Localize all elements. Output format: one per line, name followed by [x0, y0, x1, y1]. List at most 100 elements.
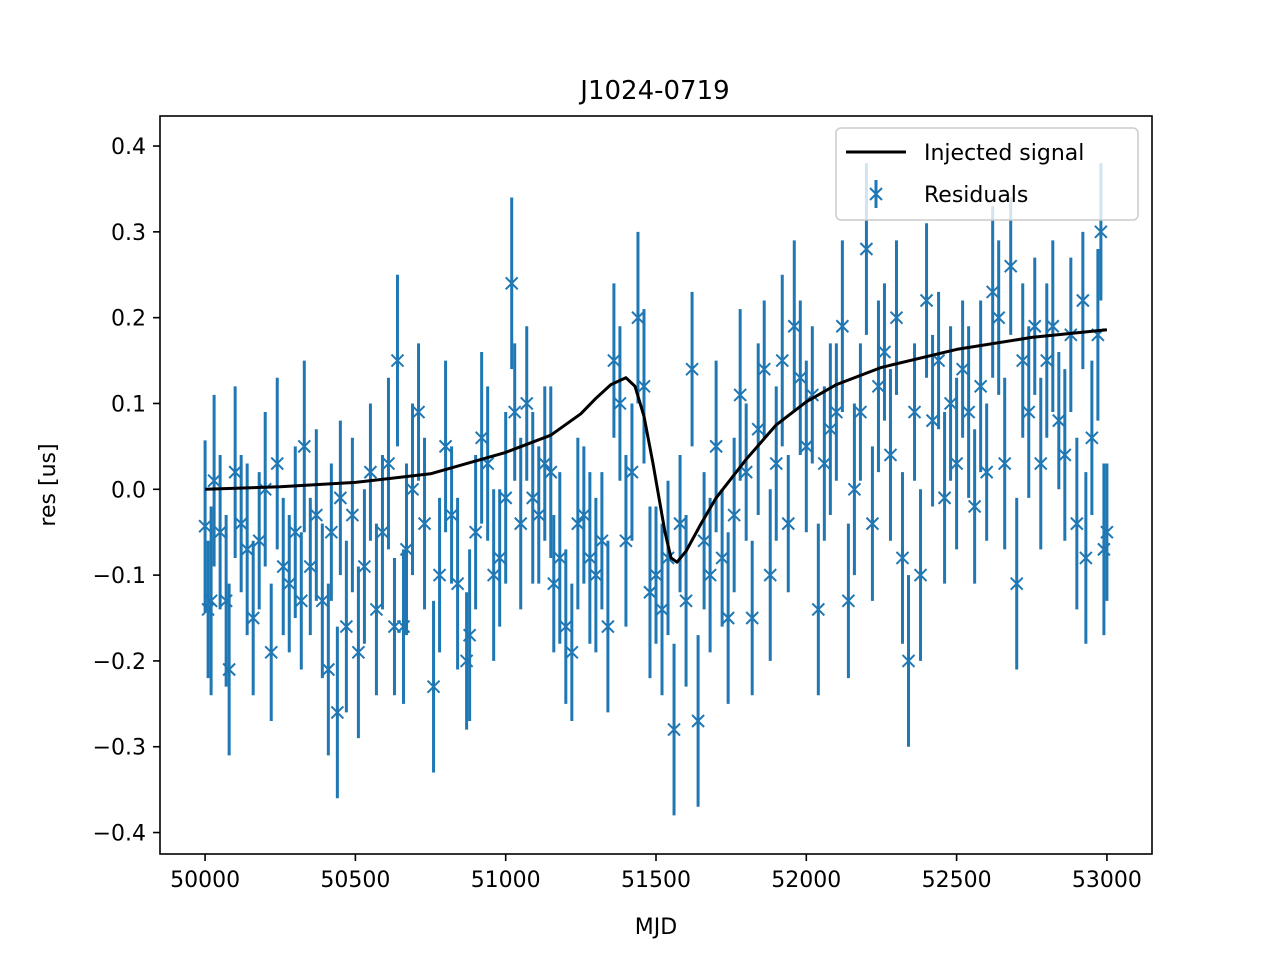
- residual-point: [601, 619, 615, 634]
- y-tick-label: 0.0: [111, 478, 146, 503]
- y-tick-label: 0.2: [111, 307, 146, 332]
- legend-residuals-label: Residuals: [924, 183, 1028, 208]
- residual-point: [763, 568, 777, 582]
- residual-point: [805, 388, 820, 402]
- residual-point: [1100, 525, 1114, 539]
- residual-point: [661, 551, 675, 565]
- residual-point: [538, 456, 552, 471]
- residual-point: [811, 602, 826, 617]
- residual-point: [228, 465, 242, 479]
- residual-point: [222, 662, 236, 677]
- residual-point: [655, 602, 669, 617]
- residual-point: [595, 534, 609, 548]
- residual-point: [889, 310, 904, 325]
- residual-point: [1058, 448, 1072, 462]
- x-tick-label: 53000: [1072, 868, 1142, 893]
- y-tick-label: −0.1: [93, 564, 146, 589]
- residual-point: [1079, 551, 1093, 565]
- residual-point: [667, 722, 681, 737]
- x-tick-label: 50500: [320, 868, 390, 893]
- residual-point: [357, 559, 372, 574]
- residual-point: [799, 439, 814, 454]
- residual-point: [288, 525, 302, 539]
- residual-point: [721, 611, 735, 625]
- residual-point: [637, 379, 651, 394]
- residual-point: [625, 465, 639, 479]
- residual-point: [931, 353, 946, 368]
- x-axis-label: MJD: [635, 915, 677, 940]
- residual-point: [1046, 319, 1060, 333]
- residual-point: [1010, 576, 1024, 591]
- residual-point: [973, 379, 988, 394]
- residual-point: [405, 482, 420, 496]
- residual-point: [673, 516, 687, 531]
- residual-point: [234, 516, 248, 531]
- y-axis-label: res [us]: [36, 443, 61, 526]
- residual-point: [841, 594, 856, 608]
- residual-point: [207, 474, 221, 488]
- residual-point: [514, 516, 528, 531]
- residual-point: [444, 508, 459, 522]
- residual-point: [1070, 516, 1084, 531]
- residual-point: [505, 276, 519, 291]
- residual-point: [553, 551, 567, 565]
- residual-point: [679, 594, 693, 608]
- residual-point: [390, 353, 405, 368]
- residual-point: [324, 525, 339, 539]
- residual-point: [559, 619, 573, 634]
- residual-point: [907, 405, 922, 419]
- residual-point: [619, 534, 633, 548]
- residual-point: [649, 568, 663, 582]
- residual-point: [985, 285, 1000, 299]
- residual-point: [282, 576, 296, 591]
- x-tick-label: 50000: [170, 868, 240, 893]
- residual-point: [294, 594, 308, 608]
- residual-point: [1022, 405, 1036, 419]
- residual-point: [751, 422, 765, 436]
- residual-point: [399, 542, 414, 557]
- residual-point: [345, 508, 360, 522]
- residual-point: [787, 319, 801, 333]
- residual-point: [919, 293, 934, 308]
- residual-point: [417, 516, 432, 531]
- residual-point: [339, 619, 354, 634]
- residual-point: [697, 534, 711, 548]
- residual-point: [315, 594, 330, 608]
- residual-point: [213, 525, 227, 539]
- residual-point: [733, 388, 747, 402]
- residual-point: [565, 645, 579, 660]
- residual-point: [685, 362, 699, 376]
- residual-point: [450, 576, 465, 591]
- y-axis: 0.4 0.3 0.2 0.1 0.0 −0.1 −0.2 −0.3 −0.4: [93, 135, 160, 847]
- residual-point: [1028, 319, 1042, 333]
- residual-point: [330, 705, 345, 720]
- y-tick-label: −0.4: [93, 822, 146, 847]
- residual-point: [745, 611, 759, 625]
- residual-point: [589, 568, 603, 582]
- residual-point: [321, 662, 336, 677]
- residual-point: [727, 508, 741, 522]
- residual-point: [270, 456, 284, 471]
- y-tick-label: 0.3: [111, 221, 146, 246]
- residual-point: [252, 534, 266, 548]
- residual-point: [871, 379, 886, 394]
- y-tick-label: −0.3: [93, 736, 146, 761]
- y-tick-label: 0.1: [111, 392, 146, 417]
- x-tick-label: 52000: [771, 868, 841, 893]
- residual-point: [333, 491, 348, 505]
- residual-point: [703, 568, 717, 582]
- residual-point: [955, 362, 970, 376]
- residual-point: [492, 551, 507, 565]
- residual-point: [532, 508, 546, 522]
- residual-point: [895, 551, 910, 565]
- residual-point: [715, 551, 729, 565]
- residual-point: [643, 585, 657, 599]
- injected-signal-line: [205, 328, 1108, 564]
- x-axis: 50000 50500 51000 51500 52000 52500 53000: [170, 854, 1142, 893]
- residual-point: [411, 405, 426, 419]
- residual-point: [775, 353, 789, 368]
- residual-point: [297, 439, 311, 454]
- residual-point: [1076, 293, 1090, 308]
- residual-point: [258, 482, 272, 496]
- residual-point: [865, 516, 880, 531]
